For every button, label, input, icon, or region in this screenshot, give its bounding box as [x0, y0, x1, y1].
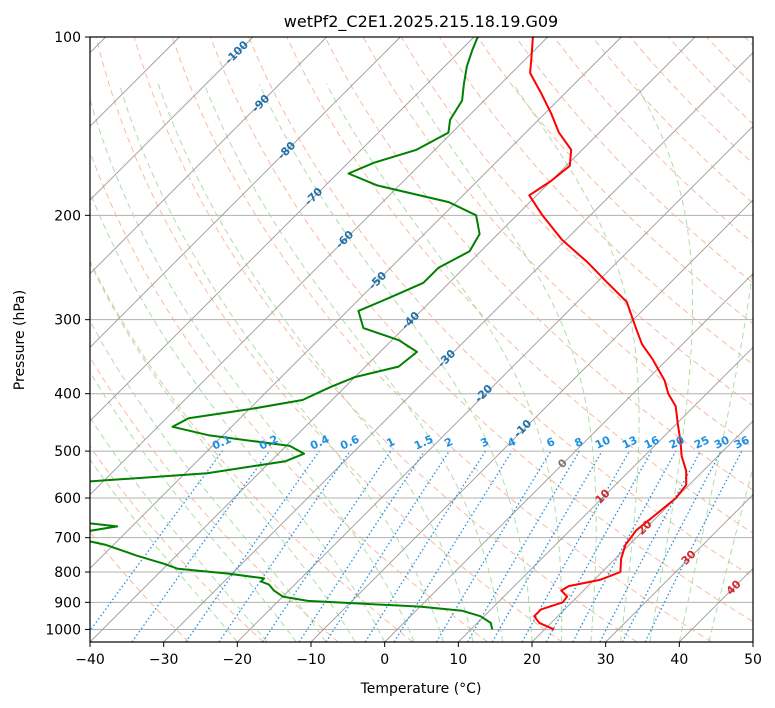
moist-adiabat-line [326, 83, 563, 642]
moist-adiabat-line [708, 465, 753, 642]
mixing-ratio-label: 13 [620, 433, 639, 451]
moist-adiabat-line [118, 83, 445, 642]
x-tick-label: 0 [380, 652, 389, 668]
isotherm-line [605, 494, 753, 642]
dry-adiabat-line [90, 445, 264, 642]
y-axis-label: Pressure (hPa) [12, 290, 28, 390]
y-tick-label: 800 [54, 565, 81, 581]
mixing-ratio-label: 30 [712, 433, 732, 451]
mixing-ratio-line [545, 450, 653, 642]
moist-adiabat-line [90, 261, 356, 642]
isotherm-line [237, 125, 753, 642]
dry-adiabat-line [90, 259, 414, 642]
moist-adiabat-line [90, 370, 297, 642]
plot-frame [89, 36, 754, 643]
mixing-ratio-label: 25 [692, 433, 711, 451]
mixing-ratio-label: 16 [642, 433, 662, 451]
moist-adiabat-line [678, 83, 753, 642]
x-tick-label: 10 [449, 652, 467, 668]
temperature-line [528, 37, 688, 631]
dry-adiabat-line [210, 37, 753, 623]
dry-adiabat-line [248, 37, 753, 578]
mixing-ratio-line [90, 450, 223, 632]
dewpoint-line [90, 37, 494, 630]
isotherm-line [384, 273, 753, 642]
y-tick-label: 1000 [45, 622, 81, 638]
x-axis-label: Temperature (°C) [360, 681, 482, 697]
isotherm-line [310, 199, 753, 642]
dry-adiabat-line [171, 37, 712, 642]
x-tick-label: −30 [149, 652, 179, 668]
mixing-ratio-line [572, 450, 677, 642]
y-tick-label: 300 [54, 313, 81, 329]
x-tick-label: −10 [296, 652, 326, 668]
mixing-ratio-line [131, 450, 270, 642]
moist-adiabat-line [90, 320, 327, 642]
dry-adiabat-line [133, 37, 638, 642]
y-tick-label: 700 [54, 531, 81, 547]
moist-adiabat-line [90, 416, 268, 642]
chart-title: wetPf2_C2E1.2025.215.18.19.G09 [284, 12, 558, 32]
moist-adiabat-line [409, 83, 597, 642]
x-tick-label: 30 [597, 652, 615, 668]
x-tick-label: 20 [523, 652, 541, 668]
isotherm-line [90, 37, 401, 348]
mixing-ratio-line [218, 450, 351, 642]
moist-adiabat-line [157, 83, 474, 642]
isotherm-line [90, 37, 327, 275]
x-tick-label: −20 [223, 652, 253, 668]
mixing-ratio-line [644, 450, 743, 642]
y-tick-label: 500 [54, 444, 81, 460]
x-tick-label: 40 [670, 652, 688, 668]
x-axis: −40 −30 −20 −10 0 10 20 30 40 50 [75, 642, 762, 668]
y-tick-label: 900 [54, 595, 81, 611]
mixing-ratio-line [185, 450, 320, 642]
isotherm-line [90, 37, 696, 642]
mixing-ratio-line [298, 450, 425, 642]
isotherm-line [458, 346, 753, 642]
dry-adiabat-line [515, 37, 753, 284]
isotherm-line [90, 37, 475, 422]
dry-adiabat-line [324, 37, 753, 491]
sounding-series [90, 37, 688, 631]
x-tick-label: −40 [75, 652, 105, 668]
mixing-ratio-line [262, 450, 392, 642]
isotherm-line [90, 37, 622, 569]
isotherm-line [90, 37, 548, 496]
moist-adiabat-line [258, 83, 533, 642]
moist-adiabat-line [512, 83, 640, 642]
mixing-ratio-label: 20 [667, 433, 687, 451]
mixing-ratio-line [521, 450, 631, 642]
moist-adiabat-line [90, 97, 415, 642]
y-axis: 100 200 300 400 500 600 700 800 900 1000 [45, 30, 90, 638]
moist-adiabat-line [90, 458, 238, 642]
mixing-ratio-label: 36 [732, 433, 752, 451]
mixing-ratio-line [325, 450, 450, 642]
dry-adiabat-line [95, 37, 563, 642]
y-tick-label: 600 [54, 491, 81, 507]
moist-adiabat-line [203, 83, 503, 642]
moist-adiabat-line [635, 83, 694, 642]
dry-adiabat-line [90, 356, 339, 642]
x-tick-label: 50 [744, 652, 762, 668]
isotherm-line [531, 420, 753, 642]
mixing-ratio-line [393, 450, 513, 642]
y-tick-label: 100 [54, 30, 81, 46]
isotherm-line [163, 52, 753, 642]
mixing-ratio-label: 10 [593, 433, 613, 451]
y-tick-label: 200 [54, 208, 81, 224]
y-tick-label: 400 [54, 387, 81, 403]
isotherm-line [90, 37, 254, 201]
